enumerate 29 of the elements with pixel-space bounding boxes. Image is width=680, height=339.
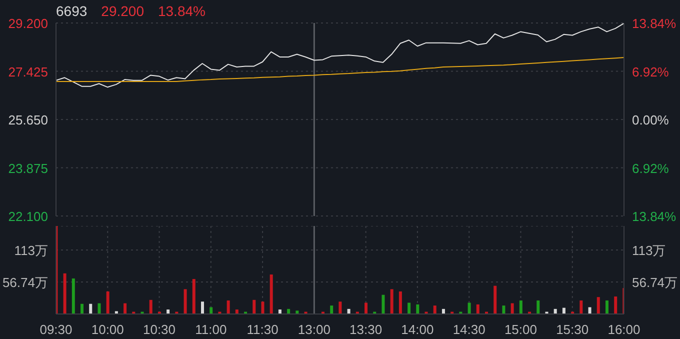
y2-tick-label: 6.92% xyxy=(632,160,670,176)
y-tick-label: 27.425 xyxy=(8,64,48,80)
y-tick-label: 25.650 xyxy=(8,112,48,128)
x-tick-label: 15:30 xyxy=(556,322,589,337)
x-tick-label: 16:00 xyxy=(608,322,640,337)
y-tick-label: 29.200 xyxy=(8,16,48,31)
y-tick-label: 113万 xyxy=(14,242,48,258)
y-tick-label: 56.74万 xyxy=(2,274,48,290)
x-tick-label: 13:00 xyxy=(298,322,330,337)
text: 29.200 xyxy=(101,3,144,19)
x-tick-label: 10:00 xyxy=(91,322,124,337)
y2-tick-label: 0.00% xyxy=(632,112,670,128)
x-tick-label: 11:00 xyxy=(195,322,227,337)
y-tick-label: 23.875 xyxy=(8,160,48,176)
text: 13.84% xyxy=(158,3,206,19)
x-tick-label: 11:30 xyxy=(246,322,278,337)
y2-tick-label: 56.74万 xyxy=(632,274,678,290)
y-tick-label: 22.100 xyxy=(8,209,48,224)
x-tick-label: 15:00 xyxy=(504,322,537,337)
y2-tick-label: 13.84% xyxy=(632,209,677,224)
y2-tick-label: 6.92% xyxy=(632,64,670,80)
x-tick-label: 10:30 xyxy=(143,322,176,337)
y2-tick-label: 113万 xyxy=(632,242,666,258)
y2-tick-label: 13.84% xyxy=(632,16,677,31)
x-tick-label: 14:00 xyxy=(401,322,434,337)
x-tick-label: 09:30 xyxy=(40,322,72,337)
x-tick-label: 14:30 xyxy=(452,322,486,337)
chart-title: 6693 xyxy=(56,3,88,19)
x-tick-label: 13:30 xyxy=(350,322,382,337)
